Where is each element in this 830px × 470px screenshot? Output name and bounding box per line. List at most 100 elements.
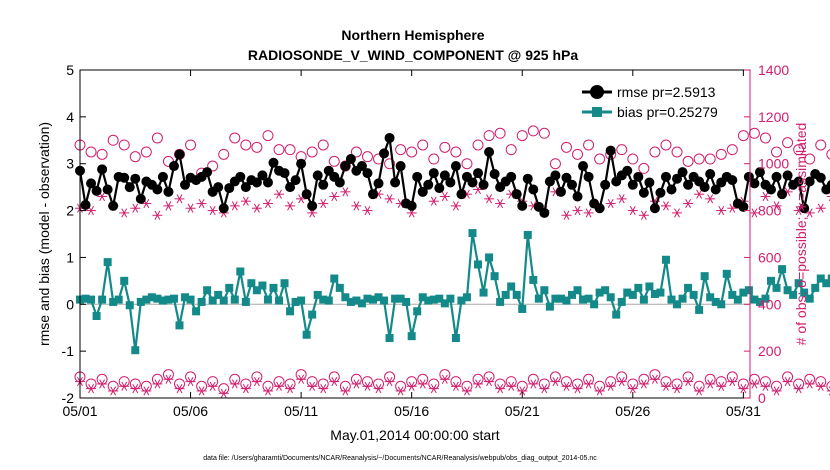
rmse-point xyxy=(86,178,97,189)
obs-possible-point xyxy=(771,146,783,158)
bias-point xyxy=(225,283,234,292)
obs-possible-point xyxy=(660,139,672,151)
bias-point xyxy=(81,294,90,303)
obs-assimilated-point xyxy=(583,208,594,218)
rmse-point xyxy=(202,167,213,178)
obs-assimilated-point xyxy=(672,208,683,218)
y-right-tick-label: 1200 xyxy=(758,109,789,125)
legend-bias-marker xyxy=(592,107,602,117)
obs-assimilated-point xyxy=(417,379,428,389)
bias-point xyxy=(545,302,554,311)
obs-possible-point xyxy=(616,371,628,383)
rmse-point xyxy=(478,179,489,190)
obs-assimilated-point xyxy=(152,379,163,389)
rmse-point xyxy=(91,185,102,196)
obs-possible-point xyxy=(140,380,152,392)
obs-possible-point xyxy=(726,371,738,383)
obs-assimilated-point xyxy=(782,377,793,387)
bias-point xyxy=(617,297,626,306)
obs-assimilated-point xyxy=(141,386,152,396)
rmse-point xyxy=(168,161,179,172)
obs-assimilated-point xyxy=(616,194,627,204)
obs-assimilated-point xyxy=(174,384,185,394)
obs-possible-point xyxy=(483,130,495,142)
obs-possible-point xyxy=(583,139,595,151)
rmse-point xyxy=(649,203,660,214)
bias-point xyxy=(363,294,372,303)
rmse-point xyxy=(622,165,633,176)
obs-possible-point xyxy=(782,371,794,383)
rmse-point xyxy=(218,203,229,214)
obs-possible-point xyxy=(483,371,495,383)
obs-assimilated-point xyxy=(594,386,605,396)
obs-possible-point xyxy=(151,132,163,144)
obs-possible-point xyxy=(240,139,252,151)
bias-point xyxy=(407,332,416,341)
obs-assimilated-point xyxy=(174,194,185,204)
obs-possible-point xyxy=(107,380,119,392)
obs-assimilated-point xyxy=(329,377,340,387)
bias-point xyxy=(717,300,726,309)
bias-point xyxy=(678,294,687,303)
obs-possible-point xyxy=(185,139,197,151)
obs-assimilated-point xyxy=(130,384,141,394)
obs-assimilated-point xyxy=(727,377,738,387)
bias-point xyxy=(650,289,659,298)
rmse-point xyxy=(152,184,163,195)
obs-assimilated-point xyxy=(749,208,760,218)
bias-point xyxy=(147,293,156,302)
obs-possible-point xyxy=(439,369,451,381)
obs-assimilated-point xyxy=(351,201,362,211)
rmse-point xyxy=(102,184,113,195)
y-right-tick-label: 800 xyxy=(758,203,782,219)
obs-possible-point xyxy=(815,376,827,388)
bias-point xyxy=(319,295,328,304)
rmse-point xyxy=(367,189,378,200)
obs-possible-point xyxy=(505,144,517,156)
bias-point xyxy=(258,281,267,290)
bias-point xyxy=(512,290,521,299)
obs-possible-point xyxy=(472,139,484,151)
bias-point xyxy=(501,290,510,299)
rmse-point xyxy=(395,161,406,172)
obs-assimilated-point xyxy=(660,381,671,391)
obs-possible-point xyxy=(472,373,484,385)
bias-point xyxy=(169,294,178,303)
obs-possible-point xyxy=(538,127,550,139)
rmse-point xyxy=(555,186,566,197)
rmse-point xyxy=(307,200,318,211)
rmse-point xyxy=(799,203,810,214)
obs-assimilated-point xyxy=(86,384,97,394)
bias-point xyxy=(661,255,670,264)
bias-point xyxy=(523,230,532,239)
bias-point xyxy=(711,297,720,306)
bias-line xyxy=(79,232,830,351)
obs-assimilated-point xyxy=(108,386,119,396)
bias-point xyxy=(684,283,693,292)
obs-possible-point xyxy=(715,148,727,160)
bias-point xyxy=(794,279,803,288)
rmse-point xyxy=(356,161,367,172)
rmse-point xyxy=(285,182,296,193)
rmse-point xyxy=(506,171,517,182)
obs-possible-point xyxy=(218,148,230,160)
obs-possible-point xyxy=(737,378,749,390)
obs-assimilated-point xyxy=(395,386,406,396)
obs-possible-point xyxy=(793,378,805,390)
obs-possible-point xyxy=(273,376,285,388)
obs-assimilated-point xyxy=(351,379,362,389)
bias-point xyxy=(496,297,505,306)
bias-point xyxy=(219,296,228,305)
bias-point xyxy=(728,290,737,299)
bias-point xyxy=(203,286,212,295)
footnote: data file: /Users/gharamti/Documents/NCA… xyxy=(203,455,597,462)
bias-point xyxy=(114,295,123,304)
rmse-point xyxy=(655,187,666,198)
obs-possible-point xyxy=(328,371,340,383)
obs-possible-point xyxy=(140,146,152,158)
x-tick-label: 05/01 xyxy=(62,403,97,419)
rmse-point xyxy=(660,171,671,182)
bias-point xyxy=(529,275,538,284)
bias-point xyxy=(269,283,278,292)
bias-point xyxy=(230,295,239,304)
